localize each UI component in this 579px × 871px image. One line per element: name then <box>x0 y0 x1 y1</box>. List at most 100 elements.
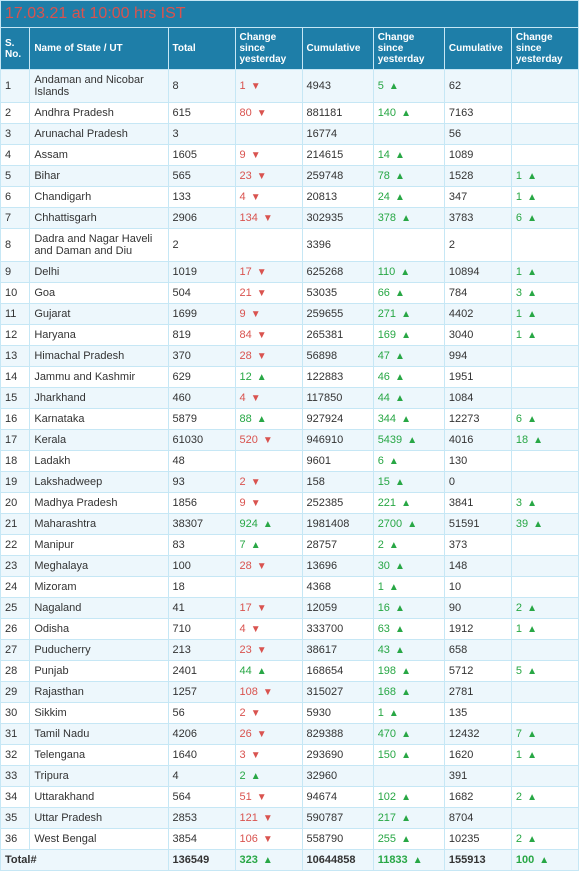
cell-sno: 36 <box>1 829 30 850</box>
cell-cum2: 1682 <box>444 787 511 808</box>
cell-ch1: 108 ▼ <box>235 682 302 703</box>
cell-ch3 <box>511 556 578 577</box>
cell-ch1: 23 ▼ <box>235 166 302 187</box>
cell-ch1: 106 ▼ <box>235 829 302 850</box>
table-row: 2Andhra Pradesh61580 ▼881181140 ▲7163 <box>1 103 579 124</box>
cell-ch3: 6 ▲ <box>511 409 578 430</box>
cell-ch3 <box>511 145 578 166</box>
cell-ch1: 924 ▲ <box>235 514 302 535</box>
cell-ch1: 3 ▼ <box>235 745 302 766</box>
cell-cum2: 148 <box>444 556 511 577</box>
table-row: 23Meghalaya10028 ▼1369630 ▲148 <box>1 556 579 577</box>
cell-ch2: 150 ▲ <box>373 745 444 766</box>
cell-cum2: 1528 <box>444 166 511 187</box>
cell-ch1: 84 ▼ <box>235 325 302 346</box>
cell-cum1: 20813 <box>302 187 373 208</box>
cell-sno: 12 <box>1 325 30 346</box>
cell-ch1: 4 ▼ <box>235 187 302 208</box>
table-row: 14Jammu and Kashmir62912 ▲12288346 ▲1951 <box>1 367 579 388</box>
table-row: 19Lakshadweep932 ▼15815 ▲0 <box>1 472 579 493</box>
cell-ch2: 14 ▲ <box>373 145 444 166</box>
table-row: 16Karnataka587988 ▲927924344 ▲122736 ▲ <box>1 409 579 430</box>
cell-ch2: 271 ▲ <box>373 304 444 325</box>
cell-ch3 <box>511 703 578 724</box>
cell-total: 38307 <box>168 514 235 535</box>
cell-total: 565 <box>168 166 235 187</box>
cell-ch1: 80 ▼ <box>235 103 302 124</box>
cell-sno: 11 <box>1 304 30 325</box>
cell-sno: 21 <box>1 514 30 535</box>
totals-cum2: 155913 <box>444 850 511 871</box>
cell-sno: 34 <box>1 787 30 808</box>
table-row: 29Rajasthan1257108 ▼315027168 ▲2781 <box>1 682 579 703</box>
timestamp-header: 17.03.21 at 10:00 hrs IST <box>1 1 579 28</box>
cell-ch1: 9 ▼ <box>235 304 302 325</box>
col-ch3: Change since yesterday <box>511 28 578 70</box>
cell-sno: 32 <box>1 745 30 766</box>
cell-cum2: 391 <box>444 766 511 787</box>
cell-ch2 <box>373 124 444 145</box>
cell-total: 3854 <box>168 829 235 850</box>
cell-cum2: 3841 <box>444 493 511 514</box>
cell-ch2: 66 ▲ <box>373 283 444 304</box>
cell-sno: 15 <box>1 388 30 409</box>
cell-cum1: 881181 <box>302 103 373 124</box>
table-row: 34Uttarakhand56451 ▼94674102 ▲16822 ▲ <box>1 787 579 808</box>
cell-ch3 <box>511 472 578 493</box>
cell-ch3: 2 ▲ <box>511 829 578 850</box>
cell-ch1: 2 ▲ <box>235 766 302 787</box>
table-row: 31Tamil Nadu420626 ▼829388470 ▲124327 ▲ <box>1 724 579 745</box>
cell-sno: 35 <box>1 808 30 829</box>
cell-name: Meghalaya <box>30 556 168 577</box>
col-sno: S. No. <box>1 28 30 70</box>
cell-ch2: 378 ▲ <box>373 208 444 229</box>
cell-sno: 16 <box>1 409 30 430</box>
cell-total: 1699 <box>168 304 235 325</box>
cell-ch3: 2 ▲ <box>511 598 578 619</box>
cell-sno: 6 <box>1 187 30 208</box>
cell-total: 83 <box>168 535 235 556</box>
cell-ch1 <box>235 124 302 145</box>
cell-total: 61030 <box>168 430 235 451</box>
cell-cum1: 4943 <box>302 70 373 103</box>
covid-state-table: 17.03.21 at 10:00 hrs IST S. No. Name of… <box>0 0 579 871</box>
cell-sno: 24 <box>1 577 30 598</box>
cell-ch1: 51 ▼ <box>235 787 302 808</box>
cell-total: 2 <box>168 229 235 262</box>
totals-cum1: 10644858 <box>302 850 373 871</box>
cell-ch3: 1 ▲ <box>511 304 578 325</box>
cell-cum1: 94674 <box>302 787 373 808</box>
cell-total: 504 <box>168 283 235 304</box>
totals-ch3: 100 ▲ <box>511 850 578 871</box>
cell-name: Himachal Pradesh <box>30 346 168 367</box>
cell-ch2: 198 ▲ <box>373 661 444 682</box>
cell-ch2: 5 ▲ <box>373 70 444 103</box>
cell-ch1: 9 ▼ <box>235 493 302 514</box>
cell-ch3 <box>511 229 578 262</box>
cell-total: 41 <box>168 598 235 619</box>
cell-cum2: 90 <box>444 598 511 619</box>
table-row: 7Chhattisgarh2906134 ▼302935378 ▲37836 ▲ <box>1 208 579 229</box>
cell-cum2: 373 <box>444 535 511 556</box>
cell-total: 133 <box>168 187 235 208</box>
cell-total: 564 <box>168 787 235 808</box>
cell-ch1: 17 ▼ <box>235 262 302 283</box>
cell-ch3: 39 ▲ <box>511 514 578 535</box>
cell-cum1: 946910 <box>302 430 373 451</box>
cell-sno: 2 <box>1 103 30 124</box>
cell-ch1: 17 ▼ <box>235 598 302 619</box>
cell-name: Goa <box>30 283 168 304</box>
cell-name: Chandigarh <box>30 187 168 208</box>
cell-total: 93 <box>168 472 235 493</box>
cell-name: Manipur <box>30 535 168 556</box>
cell-total: 8 <box>168 70 235 103</box>
cell-cum2: 62 <box>444 70 511 103</box>
cell-total: 1019 <box>168 262 235 283</box>
table-row: 35Uttar Pradesh2853121 ▼590787217 ▲8704 <box>1 808 579 829</box>
cell-ch1 <box>235 577 302 598</box>
cell-cum1: 122883 <box>302 367 373 388</box>
cell-ch1: 21 ▼ <box>235 283 302 304</box>
cell-cum1: 16774 <box>302 124 373 145</box>
cell-ch3 <box>511 70 578 103</box>
cell-cum1: 13696 <box>302 556 373 577</box>
